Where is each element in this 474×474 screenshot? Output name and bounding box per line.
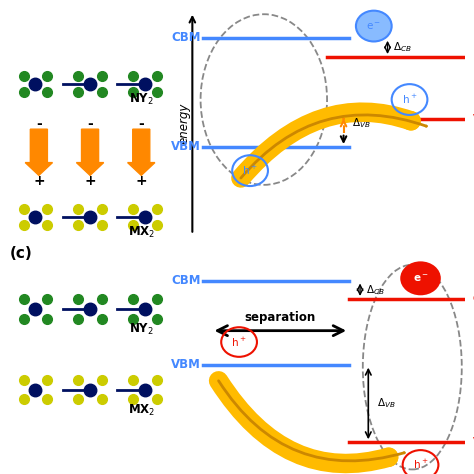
Text: $\Delta_{CB}$: $\Delta_{CB}$	[365, 283, 384, 297]
Text: $\Delta_{CB}$: $\Delta_{CB}$	[393, 40, 412, 55]
Circle shape	[356, 10, 392, 42]
Text: CBM: CBM	[171, 31, 201, 45]
Text: -: -	[87, 117, 93, 131]
Text: $\Delta_{VB}$: $\Delta_{VB}$	[376, 397, 395, 410]
Text: VBM: VBM	[473, 113, 474, 124]
Circle shape	[401, 263, 440, 294]
Text: -: -	[138, 117, 144, 131]
FancyArrowPatch shape	[241, 115, 427, 178]
Text: h$^+$: h$^+$	[413, 458, 428, 472]
Text: -: -	[36, 117, 42, 131]
Text: NY$_2$: NY$_2$	[129, 322, 154, 337]
Text: MX$_2$: MX$_2$	[128, 403, 155, 418]
Text: h$^+$: h$^+$	[242, 164, 258, 177]
Text: $\Delta_{VB}$: $\Delta_{VB}$	[352, 117, 371, 130]
Text: +: +	[33, 174, 45, 188]
Text: e$^-$: e$^-$	[412, 273, 428, 284]
Text: CBM: CBM	[171, 274, 201, 287]
Text: h$^+$: h$^+$	[231, 336, 247, 348]
FancyArrow shape	[76, 129, 104, 175]
FancyArrow shape	[128, 129, 155, 175]
Text: (c): (c)	[9, 246, 32, 261]
FancyArrowPatch shape	[241, 112, 411, 178]
Text: +: +	[136, 174, 147, 188]
Text: energy: energy	[178, 102, 191, 144]
FancyArrow shape	[25, 129, 53, 175]
Text: CBM: CBM	[473, 294, 474, 304]
Text: e$^-$: e$^-$	[366, 20, 382, 32]
Text: MX$_2$: MX$_2$	[128, 225, 155, 240]
Text: NY$_2$: NY$_2$	[129, 92, 154, 107]
Text: VBM: VBM	[473, 437, 474, 447]
Text: VBM: VBM	[171, 140, 201, 154]
Text: VBM: VBM	[171, 358, 201, 371]
Text: $\mathbf{CB}$: $\mathbf{CB}$	[473, 51, 474, 63]
Text: +: +	[84, 174, 96, 188]
FancyArrowPatch shape	[219, 381, 404, 461]
Text: separation: separation	[245, 311, 316, 324]
Text: h$^+$: h$^+$	[402, 93, 417, 106]
FancyArrowPatch shape	[219, 381, 389, 464]
